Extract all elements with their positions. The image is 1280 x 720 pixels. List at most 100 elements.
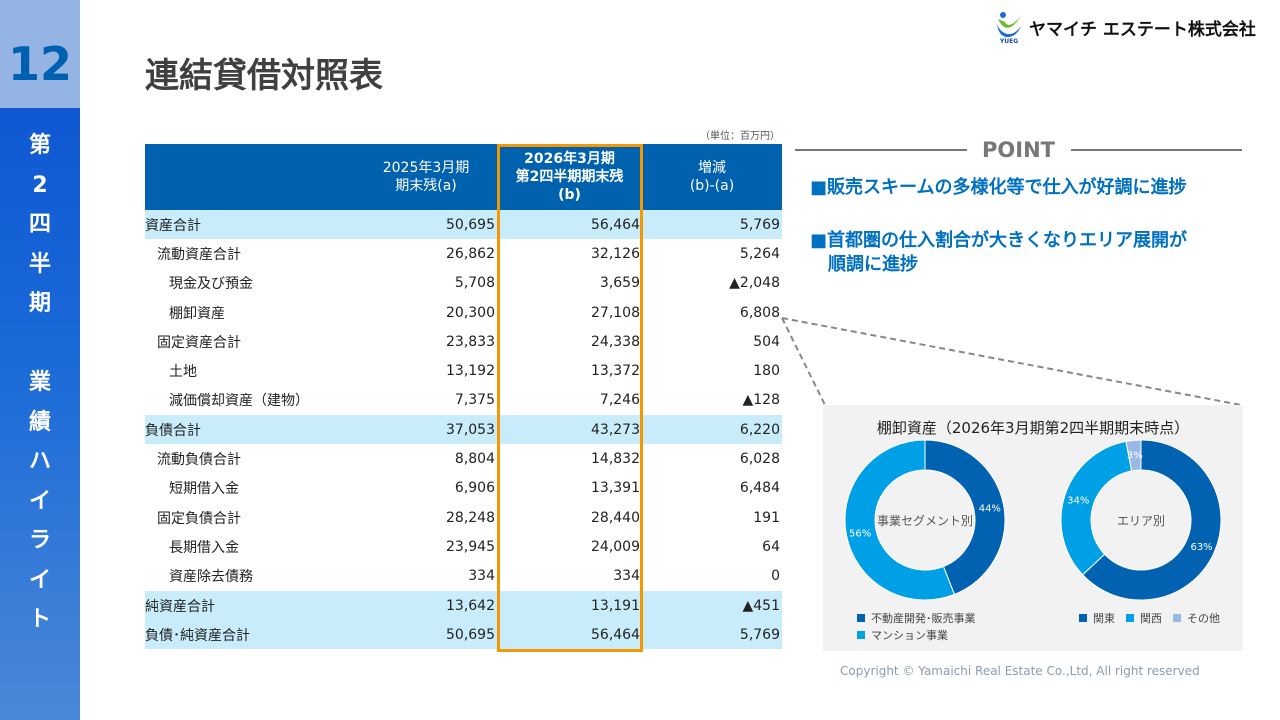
chart-title: 棚卸資産（2026年3月期第2四半期期末時点）	[876, 419, 1190, 437]
cell-diff: 0	[771, 568, 780, 585]
table-row: 土地 13,192 13,372 180	[145, 356, 782, 385]
cell-b: 28,440	[591, 509, 640, 526]
cell-b: 7,246	[599, 392, 640, 409]
donut-center-label: エリア別	[1117, 514, 1165, 528]
cell-diff: ▲128	[742, 392, 781, 409]
cell-b: 27,108	[591, 304, 640, 321]
table-row: 減価償却資産（建物） 7,375 7,246 ▲128	[145, 386, 782, 415]
legend-item: マンション事業	[857, 627, 948, 643]
logo-mark-icon: YUEG	[995, 10, 1023, 45]
cell-b: 56,464	[497, 210, 642, 240]
legend-label: その他	[1187, 612, 1220, 625]
cell-a: 26,862	[446, 245, 495, 262]
section-title-vertical: 第 2 四半期 業績ハイライト	[0, 126, 80, 640]
donut-center-label: 事業セグメント別	[877, 514, 973, 528]
cell-a: 20,300	[446, 304, 495, 321]
cell-a: 13,192	[446, 363, 495, 380]
cell-diff: 504	[753, 333, 780, 350]
section-char: 第	[28, 133, 51, 158]
legend-label: 関東	[1093, 612, 1115, 625]
table-row: 棚卸資産 20,300 27,108 6,808	[145, 298, 782, 327]
column-header-line: 2025年3月期	[382, 160, 470, 176]
cell-diff: 6,808	[739, 304, 780, 321]
column-header: 2025年3月期 期末残(a)	[355, 144, 497, 210]
cell-label: 固定資産合計	[157, 334, 241, 351]
cell-b: 14,832	[591, 451, 640, 468]
slice-label: 34%	[1067, 496, 1089, 507]
cell-label: 減価償却資産（建物）	[169, 393, 309, 410]
company-name: ヤマイチ エステート株式会社	[1029, 19, 1256, 40]
legend-swatch	[1126, 614, 1134, 622]
page-number: 12	[0, 0, 80, 108]
column-header	[145, 144, 355, 210]
cell-label: 負債合計	[145, 415, 355, 445]
table-row: 固定資産合計 23,833 24,338 504	[145, 327, 782, 356]
legend-label: マンション事業	[871, 629, 948, 642]
column-header-line: 増減	[698, 160, 726, 176]
cell-a: 13,642	[355, 590, 497, 621]
table-row: 負債合計 37,053 43,273 6,220	[145, 415, 782, 445]
column-header-line: 2026年3月期	[524, 151, 615, 167]
legend-item: 関西	[1126, 610, 1162, 626]
cell-a: 50,695	[355, 210, 497, 240]
inventory-chart-panel: 棚卸資産（2026年3月期第2四半期期末時点） 44% 56% 事業セグメント別 63…	[823, 405, 1243, 651]
cell-b: 3,659	[599, 275, 640, 292]
slice-label: 3%	[1127, 450, 1143, 461]
point-item-1: ■販売スキームの多様化等で仕入が好調に進捗	[810, 177, 1187, 198]
cell-a: 37,053	[355, 415, 497, 445]
section-char: 四	[28, 212, 51, 237]
cell-diff: 5,264	[739, 245, 780, 262]
cell-b: 56,464	[497, 620, 642, 650]
current-period-highlight	[497, 144, 643, 652]
cell-a: 6,906	[454, 480, 495, 497]
section-char: 績	[28, 409, 51, 435]
cell-a: 23,833	[446, 333, 495, 350]
donut-slice	[1081, 439, 1222, 601]
cell-label: 資産合計	[145, 210, 355, 240]
unit-label: （単位：百万円）	[700, 131, 780, 142]
legend-swatch	[1173, 614, 1181, 622]
cell-b: 24,009	[591, 538, 640, 555]
cell-label: 流動資産合計	[157, 246, 241, 263]
slice-label: 63%	[1190, 542, 1212, 553]
point-title: POINT	[982, 138, 1055, 162]
point-heading: POINT	[795, 138, 1242, 162]
column-header-line: 期末残(a)	[395, 178, 457, 194]
cell-diff: 64	[762, 538, 780, 555]
legend-swatch	[1079, 614, 1087, 622]
sidebar: 12 第 2 四半期 業績ハイライト	[0, 0, 80, 720]
donut-slice	[1060, 440, 1133, 576]
cell-diff: 6,220	[642, 415, 782, 445]
cell-label: 長期借入金	[169, 539, 239, 556]
section-char: 2	[32, 172, 48, 198]
cell-b: 32,126	[591, 245, 640, 262]
section-char: 半	[28, 251, 51, 277]
section-char: ハ	[28, 449, 51, 474]
cell-a: 50,695	[355, 620, 497, 650]
cell-a: 23,945	[446, 538, 495, 555]
slice-label: 44%	[979, 504, 1001, 515]
donut-slice	[1125, 439, 1142, 472]
column-header-line: 第2四半期期末残	[515, 169, 624, 185]
section-char: ト	[28, 607, 51, 632]
legend-swatch	[857, 614, 865, 622]
cell-b: 334	[613, 568, 640, 585]
point-item-2-cont: 順調に進捗	[810, 254, 918, 275]
section-char: イ	[28, 567, 51, 593]
cell-diff: 5,769	[642, 620, 782, 650]
cell-a: 334	[468, 568, 495, 585]
balance-sheet-table: 2025年3月期 期末残(a) 2026年3月期 第2四半期期末残 (b) 増減 (b)-(…	[145, 144, 782, 650]
cell-a: 8,804	[454, 451, 495, 468]
cell-label: 棚卸資産	[169, 305, 225, 322]
column-header-line: (b)	[558, 187, 581, 203]
cell-b: 43,273	[497, 415, 642, 445]
legend-item: 関東	[1079, 610, 1115, 626]
point-item-2: ■首都圏の仕入割合が大きくなりエリア展開が	[810, 230, 1188, 251]
table-row: 純資産合計 13,642 13,191 ▲451	[145, 590, 782, 621]
cell-a: 7,375	[454, 392, 495, 409]
cell-diff: 6,484	[739, 480, 780, 497]
column-header-line: (b)-(a)	[689, 178, 735, 194]
section-char: 業	[28, 370, 51, 395]
cell-a: 28,248	[446, 509, 495, 526]
